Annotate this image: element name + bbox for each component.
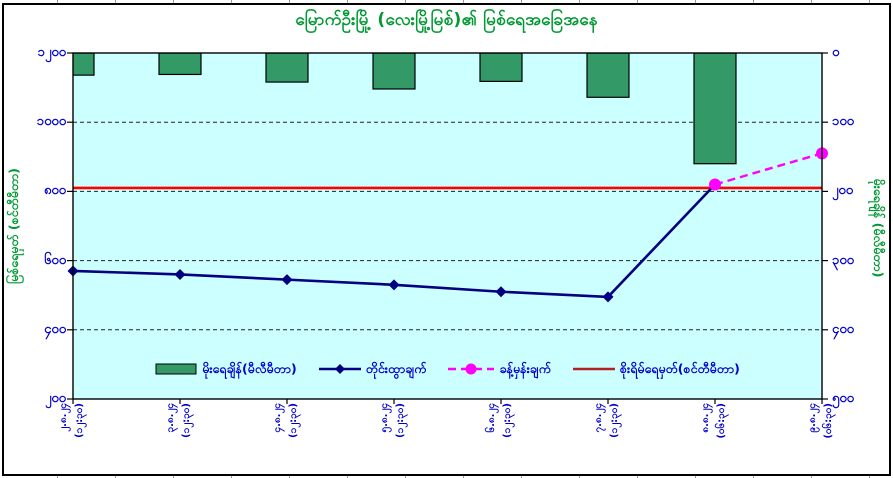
chart-title: မြောက်ဦးမြို့ (လေးမြို့မြစ်)၏ မြစ်ရေအခြေ…	[295, 10, 598, 30]
left-axis-title: မြစ်ရေမှတ် (စင်တီမီတာ)	[6, 168, 21, 284]
legend-item: ခန့်မှန်းချက်	[448, 361, 551, 380]
y-right-tick-label: ၀	[832, 45, 840, 60]
spreadsheet-gridline-sliver-top	[0, 0, 893, 3]
legend-swatch-bar	[155, 361, 197, 380]
legend-label: မိုးရေချိန်(မီလီမီတာ)	[202, 360, 297, 376]
spreadsheet-gridline-sliver-bottom	[0, 476, 893, 478]
y-right-tick-label: ၅၀၀	[832, 391, 854, 406]
y-left-tick-label: ၆၀၀	[44, 252, 66, 268]
y-left-tick-label: ၈၀၀	[43, 183, 66, 199]
x-tick-label: ၈.၈.၂၄ (၀၆:၃၀)	[700, 403, 727, 439]
legend-swatch-line	[572, 361, 615, 380]
y-right-tick-label: ၁၀၀	[832, 114, 854, 130]
x-tick-label: ၆.၈.၂၄ (၁၂:၃၀)	[486, 403, 513, 438]
y-right-tick-label: ၃၀၀	[832, 252, 854, 268]
legend-label: တိုင်းထွာချက်	[365, 360, 427, 376]
x-tick-label: ၂.၈.၂၄ (၁၂:၃၀)	[58, 403, 85, 438]
y-left-tick-label: ၂၀၀	[44, 391, 66, 406]
legend-label: ခန့်မှန်းချက်	[499, 360, 551, 376]
x-tick-label: ၅.၈.၂၄ (၁၂:၃၀)	[379, 403, 406, 438]
legend-swatch-dash-circle	[448, 361, 495, 380]
x-tick-label: ၇.၈.၂၄ (၁၂:၃၀)	[593, 403, 620, 438]
legend-item: တိုင်းထွာချက်	[318, 360, 427, 380]
legend-swatch-line-diamond	[318, 361, 361, 380]
y-left-tick-label: ၄၀၀	[44, 321, 66, 337]
plot-area	[73, 53, 822, 399]
legend: မိုးရေချိန်(မီလီမီတာ) တိုင်းထွာချက် ခန့်မှ…	[73, 357, 822, 383]
right-axis-title: မိုးရေချိန် (မီလီမီတာ)	[871, 178, 886, 278]
legend-label: စိုးရိမ်ရေမှတ်(စင်တီမီတာ)	[619, 360, 740, 376]
y-right-tick-label: ၄၀၀	[832, 321, 854, 337]
x-tick-label: ၉.၈.၂၄ (၀၆:၃၀)	[807, 403, 834, 439]
x-tick-label: ၄.၈.၂၄ (၁၂:၃၀)	[272, 403, 299, 438]
y-right-tick-label: ၂၀၀	[832, 183, 854, 199]
y-left-tick-label: ၁၀၀၀	[36, 114, 66, 130]
x-tick-label: ၃.၈.၂၄ (၁၂:၃၀)	[165, 403, 192, 438]
legend-item: စိုးရိမ်ရေမှတ်(စင်တီမီတာ)	[572, 360, 740, 380]
y-left-tick-label: ၁၂၀၀	[37, 45, 66, 60]
legend-item: မိုးရေချိန်(မီလီမီတာ)	[155, 361, 297, 380]
